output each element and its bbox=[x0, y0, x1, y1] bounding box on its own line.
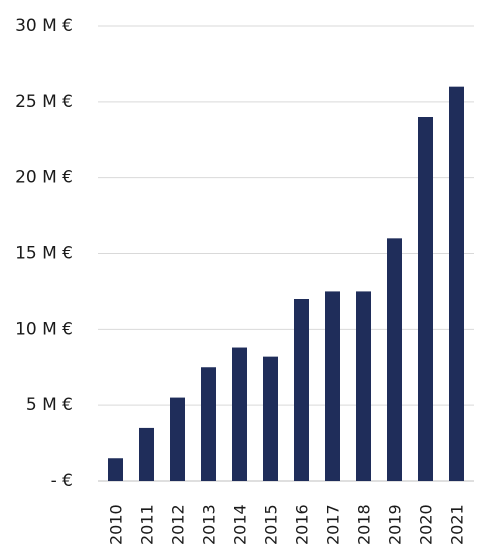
bar-2014 bbox=[232, 347, 247, 481]
bar-2016 bbox=[294, 299, 309, 481]
x-tick-label: 2016 bbox=[293, 504, 312, 545]
bar-2021 bbox=[449, 86, 464, 482]
y-tick-label: 15 M € bbox=[15, 244, 73, 264]
x-tick-label: 2018 bbox=[355, 504, 374, 545]
bar-2020 bbox=[418, 117, 433, 481]
bar-2017 bbox=[325, 291, 340, 481]
y-tick-label: 30 M € bbox=[15, 16, 73, 36]
x-tick-label: 2010 bbox=[107, 504, 126, 545]
grid-lines bbox=[98, 25, 474, 482]
y-tick-label: 20 M € bbox=[15, 168, 73, 188]
bar-2011 bbox=[139, 427, 154, 481]
bar-2019 bbox=[387, 238, 402, 481]
y-tick-label: 10 M € bbox=[15, 319, 73, 339]
x-tick-label: 2015 bbox=[262, 504, 281, 545]
x-tick-label: 2011 bbox=[138, 504, 157, 545]
bar-2018 bbox=[356, 291, 371, 481]
bar-2013 bbox=[201, 367, 216, 481]
x-tick-label: 2019 bbox=[386, 504, 405, 545]
bar-2015 bbox=[263, 356, 278, 481]
bar-2012 bbox=[170, 397, 185, 481]
y-axis-tick-labels: - € 5 M € 10 M € 15 M € 20 M € 25 M € 30 M € bbox=[15, 16, 73, 491]
x-tick-label: 2012 bbox=[169, 504, 188, 545]
y-tick-label: 25 M € bbox=[15, 92, 73, 112]
x-tick-label: 2013 bbox=[200, 504, 219, 545]
x-tick-label: 2021 bbox=[448, 504, 467, 545]
bars bbox=[108, 86, 464, 482]
x-tick-label: 2014 bbox=[231, 504, 250, 545]
x-axis-tick-labels: 2010 2011 2012 2013 2014 2015 2016 2017 2018 2019… bbox=[107, 504, 467, 545]
y-tick-label: - € bbox=[51, 471, 73, 491]
y-tick-label: 5 M € bbox=[26, 395, 73, 415]
x-tick-label: 2020 bbox=[417, 504, 436, 545]
x-tick-label: 2017 bbox=[324, 504, 343, 545]
bar-2010 bbox=[108, 458, 123, 481]
